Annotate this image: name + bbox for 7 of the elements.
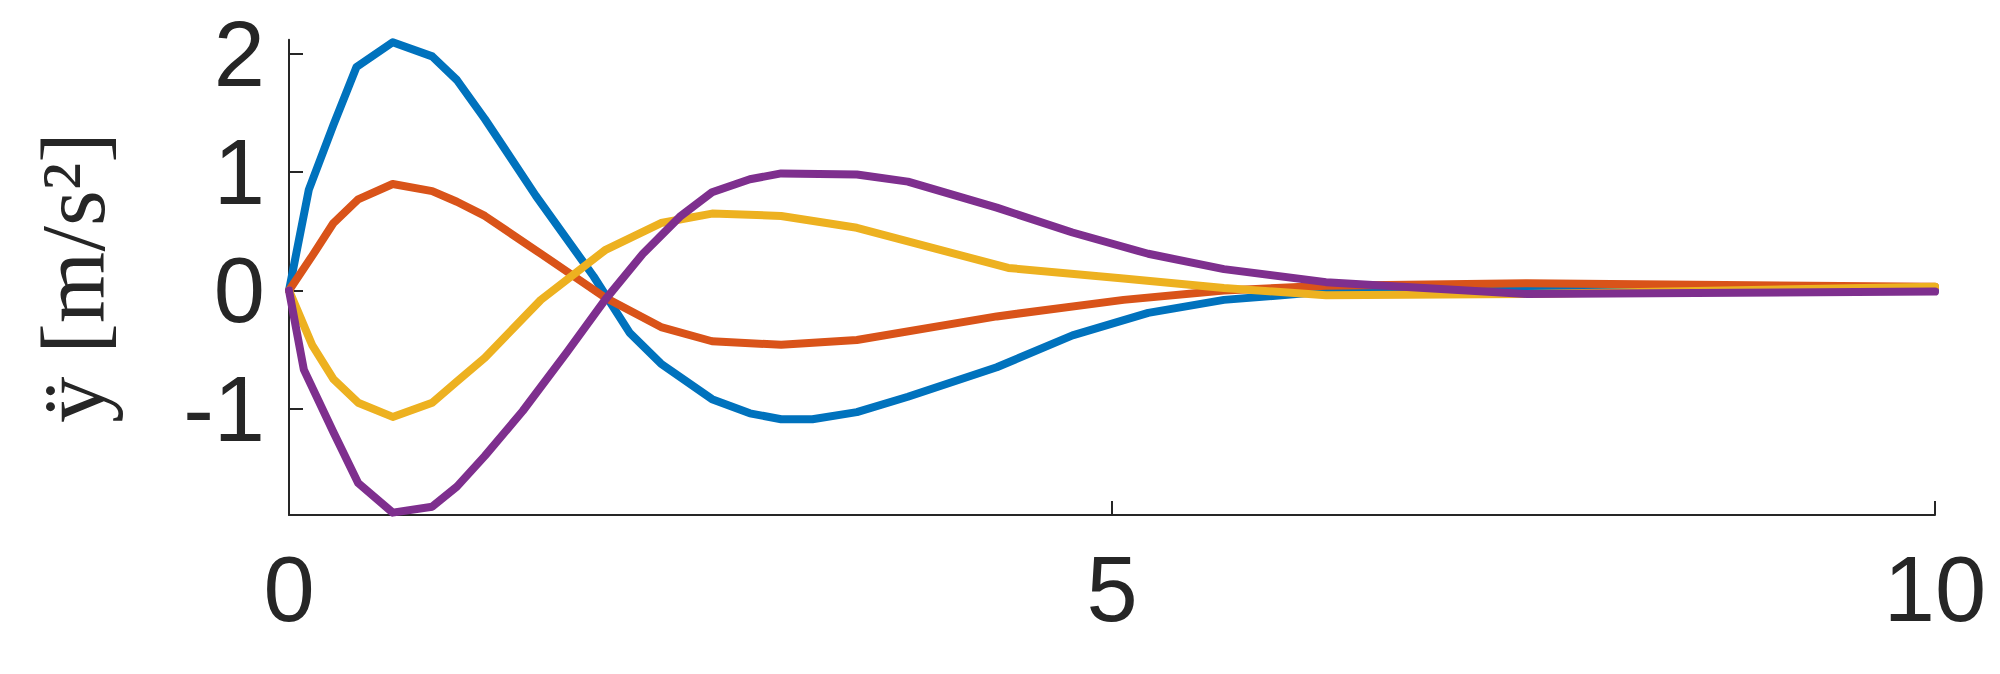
x-tick-label: 5 <box>1086 538 1138 640</box>
x-tick-label: 10 <box>1883 538 1987 640</box>
y-tick-label: 0 <box>213 239 265 342</box>
y-tick-label: 2 <box>213 3 265 105</box>
y-tick-label: 1 <box>213 121 265 224</box>
y-tick-label: -1 <box>183 357 265 460</box>
y-axis-title: ÿ [m/s²] <box>22 132 124 423</box>
